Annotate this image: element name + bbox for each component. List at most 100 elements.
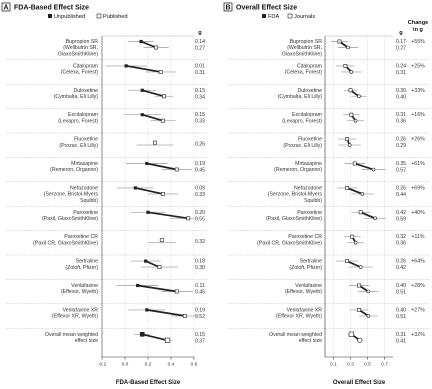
point-series-2 bbox=[164, 337, 171, 343]
study-detail-label: (Paxil, GlaxoSmithKline) bbox=[266, 216, 322, 222]
study-name-label: Nefazodone bbox=[294, 185, 322, 191]
g-value-2: 0.40 bbox=[396, 94, 406, 100]
study-detail-label: effect size bbox=[299, 338, 322, 344]
study-detail-label: (Prozac, Eli Lilly) bbox=[59, 143, 98, 149]
study-detail-label-2: GlaxoSmithKline) bbox=[58, 51, 98, 57]
study-detail-label: (Prozac, Eli Lilly) bbox=[283, 143, 322, 149]
study-name-label: Escitalopram bbox=[68, 112, 98, 118]
study-name-label: Venlafaxine bbox=[71, 283, 98, 289]
g-value-2: 0.26 bbox=[195, 142, 205, 148]
study-detail-label: (Effexor, Wyeth) bbox=[285, 289, 322, 295]
g-value-1: 0.11 bbox=[195, 283, 205, 289]
point-series-2 bbox=[347, 143, 352, 147]
x-axis-label: Overall Effect Size bbox=[333, 380, 386, 386]
x-tick-label: -0.2 bbox=[98, 362, 107, 368]
study-name-label: Fluoxetine bbox=[298, 137, 322, 143]
point-series-1 bbox=[146, 210, 150, 214]
point-series-2 bbox=[158, 70, 163, 74]
study-name-label: Mirtazapine bbox=[295, 161, 322, 167]
g-value-2: 0.31 bbox=[195, 70, 205, 76]
change-column-header-2: in g bbox=[413, 27, 424, 33]
g-value-1: 0.15 bbox=[195, 112, 205, 118]
study-name-label: Bupropion SR bbox=[66, 39, 99, 45]
g-value-1: 0.01 bbox=[195, 63, 205, 69]
g-value-1: 0.15 bbox=[195, 332, 205, 338]
x-tick-label: 0.4 bbox=[168, 362, 175, 368]
change-connector bbox=[145, 260, 160, 268]
g-value-2: 0.29 bbox=[396, 143, 406, 149]
panel-title: Overall Effect Size bbox=[236, 5, 297, 12]
point-series-2 bbox=[154, 45, 158, 50]
x-axis-label: FDA-Based Effect Size bbox=[116, 380, 181, 386]
study-detail-label: (Lexapro, Forest) bbox=[282, 118, 322, 124]
legend-swatch-series-2 bbox=[287, 13, 293, 19]
point-series-2 bbox=[353, 240, 358, 245]
point-series-2 bbox=[162, 94, 167, 99]
g-value-1: 0.09 bbox=[195, 185, 205, 191]
point-series-1 bbox=[144, 259, 148, 263]
study-name-label: Paroxetine bbox=[73, 210, 98, 216]
point-series-1 bbox=[145, 161, 149, 166]
study-detail-label: (Zoloft, Pfizer) bbox=[289, 265, 322, 271]
change-connector bbox=[140, 40, 157, 49]
x-tick-label: 0.7 bbox=[381, 362, 388, 368]
study-detail-label: (Wellbutrin SR, bbox=[287, 45, 322, 51]
point-series-2 bbox=[373, 216, 377, 221]
point-series-1 bbox=[139, 39, 143, 44]
change-column-header: Change bbox=[408, 20, 429, 26]
change-value: +69% bbox=[411, 185, 425, 191]
g-value-1: 0.35 bbox=[396, 161, 406, 167]
panel-letter: A bbox=[3, 4, 8, 11]
point-series-1 bbox=[350, 234, 355, 239]
panel-letter: B bbox=[225, 4, 230, 11]
g-value-2: 0.27 bbox=[396, 46, 406, 52]
g-value-2: 0.27 bbox=[195, 46, 205, 52]
point-series-1 bbox=[140, 113, 144, 117]
g-value-1: 0.40 bbox=[396, 283, 406, 289]
point-series-1 bbox=[133, 186, 137, 190]
point-series-1 bbox=[139, 332, 145, 337]
g-value-2: 0.34 bbox=[195, 94, 205, 100]
point-series-1 bbox=[140, 88, 144, 92]
study-name-label: Overall mean weighted bbox=[269, 332, 322, 338]
study-detail-label: (Cymbalta, Eli Lilly) bbox=[278, 94, 323, 100]
study-name-label: Fluoxetine bbox=[74, 137, 98, 143]
g-value-1: 0.31 bbox=[396, 112, 406, 118]
study-detail-label: (Serzone, Bristol-Myers bbox=[268, 192, 323, 198]
study-detail-label: (Celexa, Forest) bbox=[61, 70, 98, 76]
g-value-2: 0.41 bbox=[396, 338, 406, 344]
point-series-2 bbox=[366, 289, 371, 294]
change-value: +33% bbox=[411, 88, 425, 94]
g-value-1: 0.19 bbox=[195, 307, 205, 313]
study-detail-label-2: Squibb) bbox=[80, 198, 98, 204]
study-detail-label: (Celexa, Forest) bbox=[285, 70, 322, 76]
change-value: +16% bbox=[411, 112, 425, 118]
point-series-1 bbox=[348, 88, 353, 93]
change-connector bbox=[142, 333, 168, 342]
study-name-label: Duloxetine bbox=[73, 88, 98, 94]
study-detail-label: (Effexor XR, Wyeth) bbox=[276, 314, 322, 320]
point-series-1 bbox=[136, 283, 140, 288]
study-detail-label: (Paxil, GlaxoSmithKline) bbox=[42, 216, 98, 222]
g-value-2: 0.33 bbox=[195, 119, 205, 125]
g-value-1: 0.17 bbox=[396, 39, 406, 45]
change-value: +64% bbox=[411, 259, 425, 265]
study-name-label: Duloxetine bbox=[297, 88, 322, 94]
g-value-1: 0.14 bbox=[195, 39, 205, 45]
point-series-2 bbox=[161, 118, 165, 123]
point-series-1 bbox=[357, 283, 361, 288]
g-value-2: 0.52 bbox=[195, 314, 205, 320]
g-value-1: 0.15 bbox=[195, 88, 205, 94]
point-series-1 bbox=[145, 308, 149, 312]
x-tick-label: 0.6 bbox=[191, 362, 198, 368]
change-connector bbox=[346, 187, 363, 195]
study-detail-label: (Remeron, Organon) bbox=[274, 167, 322, 173]
change-connector bbox=[346, 260, 362, 268]
point-series-2 bbox=[349, 70, 354, 74]
g-value-2: 0.32 bbox=[195, 239, 205, 245]
g-value-2: 0.30 bbox=[195, 265, 205, 271]
point-series-1 bbox=[124, 64, 128, 68]
study-detail-label: (Zoloft, Pfizer) bbox=[65, 265, 98, 271]
g-column-header: g bbox=[198, 30, 202, 36]
study-name-label: Citalopram bbox=[297, 63, 322, 69]
